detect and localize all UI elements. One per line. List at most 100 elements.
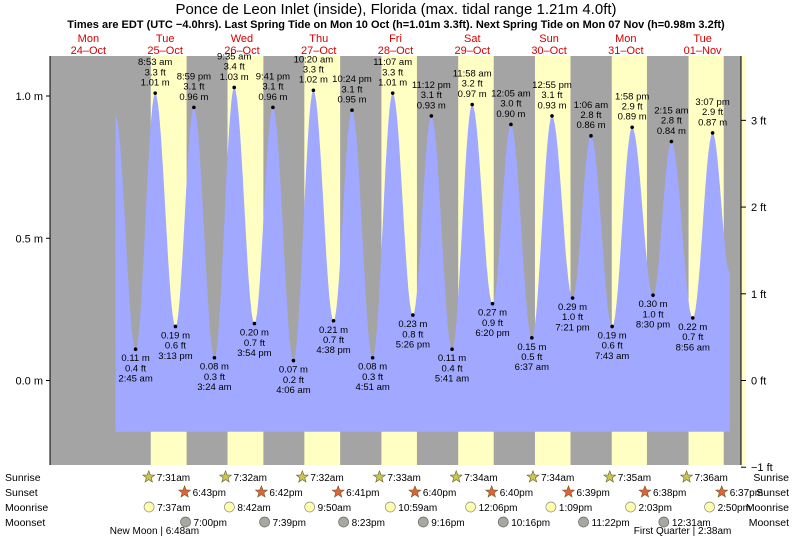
high-tide-label: 3.3 ft (303, 65, 324, 76)
sunset-icon (408, 484, 422, 498)
high-tide-label: 11:58 am (453, 69, 492, 80)
high-tide-label: 8:53 am (138, 57, 172, 68)
high-tide-label: 3.1 ft (262, 82, 283, 93)
moonset-icon (497, 516, 509, 528)
low-tide-label: 6:20 pm (475, 328, 509, 339)
moonset-icon (180, 516, 191, 528)
y-tick-label-m: 0.5 m (15, 233, 43, 245)
sunset-time: 6:37pm (730, 488, 763, 499)
day-name-label: Mon (78, 33, 99, 45)
high-tide-label: 3.1 ft (541, 90, 562, 101)
chart-title: Ponce de Leon Inlet (inside), Florida (m… (175, 1, 616, 18)
high-tide-label: 1.01 m (378, 78, 407, 89)
high-tide-label: 0.93 m (537, 100, 566, 111)
high-tide-point (630, 125, 634, 130)
moonset-time: 7:39pm (273, 518, 306, 529)
low-tide-label: 4:38 pm (316, 345, 350, 356)
almanac-row-label-right: Moonset (749, 517, 789, 529)
high-tide-point (429, 114, 434, 118)
sunrise-time: 7:32am (310, 473, 343, 484)
almanac-row-label-right: Sunset (756, 487, 789, 499)
low-tide-label: 3:13 pm (158, 351, 192, 362)
sunset-time: 6:43pm (193, 488, 226, 499)
low-tide-point (331, 318, 336, 323)
sunrise-time: 7:34am (464, 473, 497, 484)
day-name-label: Wed (231, 33, 253, 45)
sunset-icon (714, 484, 729, 498)
high-tide-label: 1:06 am (574, 100, 608, 111)
moonrise-time: 7:37am (157, 503, 190, 514)
day-date-label: 28–Oct (378, 45, 413, 57)
low-tide-point (690, 316, 695, 320)
high-tide-label: 3.1 ft (341, 84, 362, 95)
sunset-icon (561, 484, 576, 498)
moonrise-icon (625, 501, 636, 513)
low-tide-point (212, 355, 217, 360)
sunset-icon (484, 484, 499, 498)
high-tide-label: 2.8 ft (661, 116, 682, 127)
high-tide-label: 11:12 pm (412, 80, 451, 91)
high-tide-point (390, 91, 395, 95)
high-tide-label: 0.96 m (258, 92, 287, 103)
moonrise-icon (704, 501, 715, 513)
moonrise-time: 10:59am (398, 503, 437, 514)
almanac-row-label-left: Moonset (5, 517, 45, 529)
chart-subtitle: Times are EDT (UTC −4.0hrs). Last Spring… (67, 19, 725, 31)
tide-curve (115, 87, 730, 432)
low-tide-point (133, 347, 138, 352)
low-tide-point (570, 296, 575, 300)
high-tide-point (153, 91, 157, 95)
almanac-row-label-left: Moonrise (5, 502, 48, 514)
low-tide-label: 7:21 pm (555, 322, 589, 333)
sunrise-icon (295, 469, 310, 483)
high-tide-label: 0.89 m (618, 112, 647, 123)
almanac-row-label-right: Moonrise (746, 502, 789, 514)
high-tide-label: 2.9 ft (622, 101, 643, 112)
moonrise-icon (224, 501, 235, 513)
sunset-icon (638, 484, 652, 498)
high-tide-label: 1:58 pm (615, 91, 649, 102)
high-tide-label: 0.97 m (458, 89, 487, 100)
low-tide-point (173, 324, 178, 329)
moonrise-icon (304, 501, 316, 513)
high-tide-label: 2.8 ft (580, 110, 601, 121)
sunset-time: 6:40pm (423, 488, 456, 499)
low-tide-label: 1.0 ft (642, 309, 663, 320)
low-tide-label: 0.23 m (398, 319, 427, 330)
high-tide-point (470, 102, 474, 107)
low-tide-label: 0.19 m (598, 330, 627, 341)
high-tide-point (710, 131, 715, 135)
high-tide-label: 2.9 ft (702, 107, 723, 118)
low-tide-point (411, 313, 415, 317)
low-tide-label: 0.7 ft (323, 335, 344, 346)
sunrise-icon (526, 469, 540, 483)
high-tide-label: 3.1 ft (183, 82, 204, 93)
high-tide-label: 0.84 m (657, 126, 686, 137)
moonset-icon (259, 516, 270, 528)
sunrise-time: 7:34am (541, 473, 574, 484)
high-tide-label: 3.0 ft (500, 99, 521, 110)
moonrise-icon (143, 501, 155, 513)
high-tide-point (669, 139, 674, 144)
moon-phase-label: New Moon | 6:48am (110, 526, 199, 537)
low-tide-label: 0.5 ft (521, 352, 542, 363)
low-tide-label: 0.08 m (358, 362, 387, 373)
moon-phase-label: First Quarter | 2:38am (634, 526, 732, 537)
sunset-time: 6:42pm (269, 488, 302, 499)
high-tide-label: 9:35 am (217, 51, 251, 62)
moonrise-time: 1:09pm (559, 503, 592, 514)
high-tide-label: 3.2 ft (462, 79, 483, 90)
moonset-icon (578, 516, 589, 528)
low-tide-label: 0.20 m (240, 328, 269, 339)
low-tide-label: 0.4 ft (441, 363, 462, 374)
moonset-time: 11:22pm (592, 518, 630, 529)
low-tide-label: 2:45 am (118, 374, 152, 385)
low-tide-point (530, 336, 534, 340)
high-tide-label: 1.03 m (220, 72, 249, 83)
high-tide-point (550, 114, 554, 118)
high-tide-label: 0.96 m (179, 92, 208, 103)
moonrise-icon (545, 501, 557, 513)
high-tide-point (350, 108, 354, 113)
low-tide-label: 4:51 am (355, 382, 389, 393)
